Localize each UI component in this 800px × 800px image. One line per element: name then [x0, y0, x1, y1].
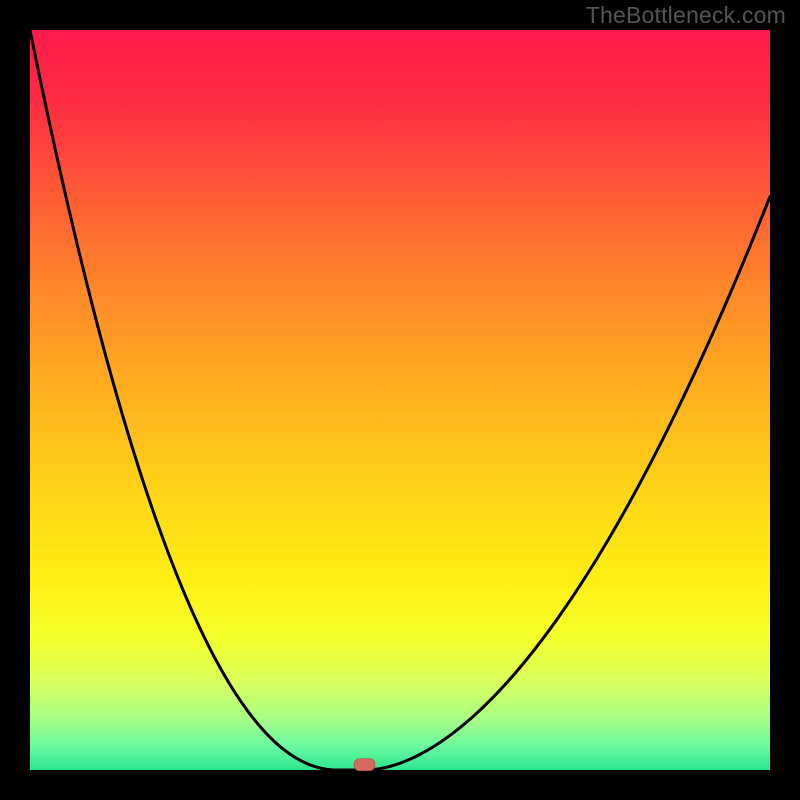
optimum-marker: [354, 759, 375, 771]
bottleneck-chart: [0, 0, 800, 800]
watermark-text: TheBottleneck.com: [586, 2, 786, 29]
chart-container: TheBottleneck.com: [0, 0, 800, 800]
gradient-plot-area: [30, 30, 770, 770]
